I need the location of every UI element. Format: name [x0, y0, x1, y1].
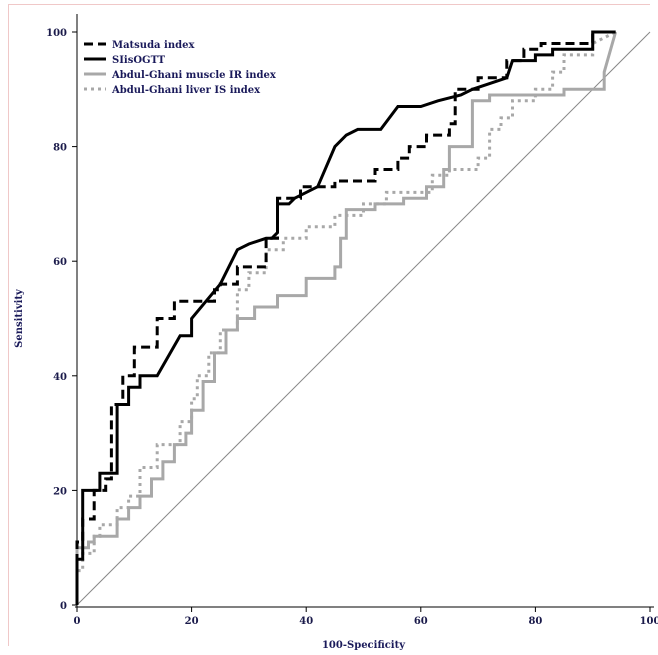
series-line-abdul-ghani-liver-is-index [75, 30, 617, 605]
y-tick-label: 40 [53, 372, 67, 383]
y-tick-label: 60 [53, 257, 67, 268]
x-tick-label: 100 [640, 616, 658, 627]
x-tick-label: 80 [528, 616, 542, 627]
series-line-abdul-ghani-muscle-ir-index [75, 31, 618, 605]
legend-label: Abdul-Ghani liver IS index [111, 85, 261, 96]
x-tick-label: 20 [185, 616, 199, 627]
x-tick-label: 60 [414, 616, 428, 627]
y-tick-label: 80 [53, 143, 67, 154]
y-axis-title: Sensitivity [14, 288, 25, 348]
legend-label: SIisOGTT [112, 55, 166, 66]
series-line-matsuda-index [75, 30, 616, 605]
chart-frame [8, 4, 650, 646]
reference-diagonal-line [76, 31, 651, 606]
legend-label: Abdul-Ghani muscle IR index [111, 70, 277, 81]
x-tick-label: 40 [299, 616, 313, 627]
y-tick-label: 100 [46, 28, 67, 39]
x-axis-title: 100-Specificity [322, 640, 406, 651]
legend-label: Matsuda index [112, 40, 195, 51]
y-tick-label: 20 [53, 486, 67, 497]
x-tick-label: 0 [74, 616, 81, 627]
y-tick-label: 0 [60, 601, 67, 612]
series-line-siisogtt [75, 30, 616, 605]
